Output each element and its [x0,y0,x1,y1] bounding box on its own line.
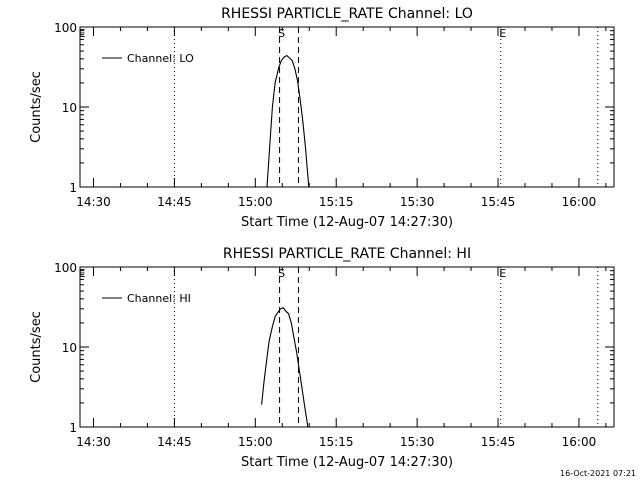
series-line-lo [266,54,310,188]
x-tick-label: 14:30 [76,195,111,209]
x-tick-label: 16:00 [562,195,597,209]
marker-label: E [79,27,86,40]
plot-frame [79,266,615,428]
y-tick-label: 100 [54,21,77,35]
marker-label: E [499,267,506,280]
x-tick-label: 16:00 [562,435,597,449]
marker-label: E [79,267,86,280]
x-tick-label: 15:30 [400,435,435,449]
legend-label: Channel: LO [127,52,194,65]
marker-label: S [278,27,285,40]
chart-title: RHESSI PARTICLE_RATE Channel: HI [223,246,471,262]
y-tick-label: 1 [69,181,77,195]
x-tick-label: 14:45 [157,195,192,209]
marker-label: E [499,27,506,40]
y-tick-label: 10 [62,101,77,115]
y-tick-label: 10 [62,341,77,355]
marker-label: S [278,267,285,280]
x-tick-label: 14:30 [76,435,111,449]
x-tick-label: 14:45 [157,435,192,449]
plot-frame [79,26,615,188]
x-tick-label: 15:00 [238,435,273,449]
x-tick-label: 15:00 [238,195,273,209]
x-tick-label: 15:45 [481,435,516,449]
y-axis-label: Counts/sec [29,71,44,143]
y-axis-label: Counts/sec [29,311,44,383]
x-tick-label: 15:15 [319,435,354,449]
series-line-hi [261,307,309,428]
y-tick-label: 1 [69,421,77,435]
x-tick-label: 15:15 [319,195,354,209]
x-axis-label: Start Time (12-Aug-07 14:27:30) [241,455,453,470]
y-tick-label: 100 [54,261,77,275]
plot-timestamp: 16-Oct-2021 07:21 [560,469,636,478]
legend-label: Channel: HI [127,292,191,305]
x-axis-label: Start Time (12-Aug-07 14:27:30) [241,215,453,230]
x-tick-label: 15:30 [400,195,435,209]
x-tick-label: 15:45 [481,195,516,209]
chart-title: RHESSI PARTICLE_RATE Channel: LO [221,6,473,22]
